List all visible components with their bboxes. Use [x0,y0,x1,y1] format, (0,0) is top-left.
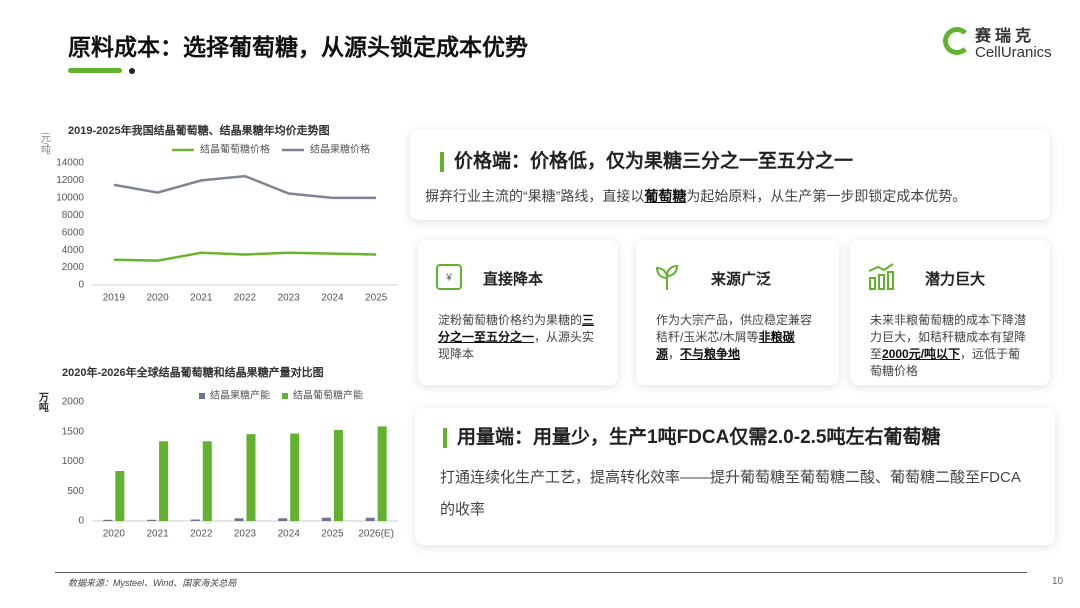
text-segment: 2000元/吨以下 [882,347,961,361]
y-tick-label: 2000 [62,397,85,408]
price-text: 摒弃行业主流的“果糖”路线，直接以葡萄糖为起始原料，从生产第一步即锁定成本优势。 [425,182,966,210]
bar [246,434,256,521]
x-tick-label: 2022 [234,293,257,304]
page-number: 10 [1052,576,1064,587]
bar [103,519,113,521]
bar [278,518,288,521]
card-icon: ¥ [436,264,462,290]
bar [190,519,200,521]
legend-label: 结晶果糖价格 [310,143,370,156]
chart-title: 2019-2025年我国结晶葡萄糖、结晶果糖年均价走势图 [68,123,330,137]
logo-cn: 赛瑞克 [975,28,1036,45]
card-text: 未来非粮葡萄糖的成本下降潜力巨大，如秸秆糖成本有望降至2000元/吨以下，远低于… [870,312,1030,380]
text-segment: 葡萄糖 [644,188,687,204]
card-text: 作为大宗产品，供应稳定兼容秸秆/玉米芯/木屑等非粮碳源，不与粮争地 [656,312,816,363]
text-segment: 非粮碳源 [656,330,795,361]
x-tick-label: 2025 [365,293,388,304]
logo-mark [943,27,971,55]
text-segment: 摒弃行业主流的“果糖”路线，直接以 [425,188,645,204]
text-segment: 为起始原料，从生产第一步即锁定成本优势。 [686,188,967,204]
title-dot [129,68,135,74]
bar [333,429,343,521]
text-segment: ，远低于葡萄糖价格 [870,347,1021,378]
card-title: 来源广泛 [711,271,772,288]
footer-line [55,572,1027,573]
bar [290,433,300,521]
x-tick-label: 2021 [190,293,213,304]
chart-title: 2020年-2026年全球结晶葡萄糖和结晶果糖产量对比图 [62,365,324,379]
y-tick-label: 500 [67,486,84,497]
bar [147,519,157,521]
y-tick-label: 10000 [56,192,84,203]
usage-text: 打通连续化生产工艺，提高转化效率——提升葡萄糖至葡萄糖二酸、葡萄糖二酸至FDCA… [440,469,1021,518]
x-tick-label: 2020 [103,529,126,540]
x-tick-label: 2019 [103,293,126,304]
x-tick-label: 2021 [146,529,169,540]
x-tick-label: 2024 [321,293,344,304]
price-heading: 价格端：价格低，仅为果糖三分之一至五分之一 [440,146,853,173]
x-tick-label: 2025 [321,529,344,540]
y-tick-label: 2000 [62,262,85,273]
bar [377,426,387,521]
line [113,251,377,262]
legend-label: 结晶果糖产能 [210,389,270,402]
bar [365,517,375,521]
x-tick-label: 2022 [190,529,213,540]
y-axis-label: 万吨 [36,392,49,413]
card-title: 直接降本 [483,271,544,288]
text-segment: ， [668,347,681,361]
price-heading-text: 价格端：价格低，仅为果糖三分之一至五分之一 [454,151,854,172]
legend-swatch [282,393,288,399]
usage-heading-text: 用量端：用量少，生产1吨FDCA仅需2.0-2.5吨左右葡萄糖 [457,427,941,448]
card: 潜力巨大未来非粮葡萄糖的成本下降潜力巨大，如秸秆糖成本有望降至2000元/吨以下… [850,240,1050,385]
card-title: 潜力巨大 [925,271,986,288]
usage-panel: 用量端：用量少，生产1吨FDCA仅需2.0-2.5吨左右葡萄糖 打通连续化生产工… [415,408,1055,545]
bar [202,441,212,521]
y-tick-label: 12000 [56,175,84,186]
y-tick-label: 0 [78,280,84,291]
y-tick-label: 8000 [62,210,85,221]
bar [321,517,331,521]
source: 数据来源：Mysteel、Wind、国家海关总局 [68,578,237,588]
y-tick-label: 14000 [56,158,84,169]
y-tick-label: 1000 [62,456,85,467]
x-tick-label: 2023 [234,529,257,540]
legend-label: 结晶葡萄糖价格 [200,143,270,156]
usage-heading: 用量端：用量少，生产1吨FDCA仅需2.0-2.5吨左右葡萄糖 [443,422,941,449]
x-tick-label: 2023 [278,293,301,304]
x-tick-label: 2024 [278,529,301,540]
text-segment: 不与粮争地 [680,347,741,361]
card: 来源广泛作为大宗产品，供应稳定兼容秸秆/玉米芯/木屑等非粮碳源，不与粮争地 [636,240,839,385]
y-tick-label: 4000 [62,245,85,256]
text-segment: 作为大宗产品，供应稳定兼容秸秆/玉米芯/木屑等 [656,313,813,344]
card-icon [868,263,894,290]
card-text: 淀粉葡萄糖价格约为果糖的三分之一至五分之一，从源头实现降本 [438,312,598,363]
legend-label: 结晶葡萄糖产能 [293,389,363,402]
x-tick-label: 2026(E) [358,529,394,540]
price-panel: 价格端：价格低，仅为果糖三分之一至五分之一 摒弃行业主流的“果糖”路线，直接以葡… [410,130,1050,220]
text-segment: 淀粉葡萄糖价格约为果糖的 [438,313,583,327]
bar [234,518,244,521]
y-tick-label: 0 [78,516,84,527]
icon-symbol: ¥ [445,273,452,284]
line [113,174,377,200]
card: ¥ 直接降本淀粉葡萄糖价格约为果糖的三分之一至五分之一，从源头实现降本 [418,240,618,385]
y-axis-label: 元/吨 [38,132,50,155]
legend-swatch [199,393,205,399]
logo-en: CellUranics [975,44,1052,61]
title: 原料成本：选择葡萄糖，从源头锁定成本优势 [68,34,528,60]
title-underline [68,68,122,73]
y-tick-label: 1500 [62,426,85,437]
bar [159,441,169,521]
y-tick-label: 6000 [62,227,85,238]
text-segment: 三分之一至五分之一 [438,313,595,344]
bar [115,471,125,521]
card-icon [655,264,679,290]
x-tick-label: 2020 [146,293,169,304]
text-segment: ，从源头实现降本 [438,330,595,361]
text-segment: 未来非粮葡萄糖的成本下降潜力巨大，如秸秆糖成本有望降至 [870,313,1027,361]
